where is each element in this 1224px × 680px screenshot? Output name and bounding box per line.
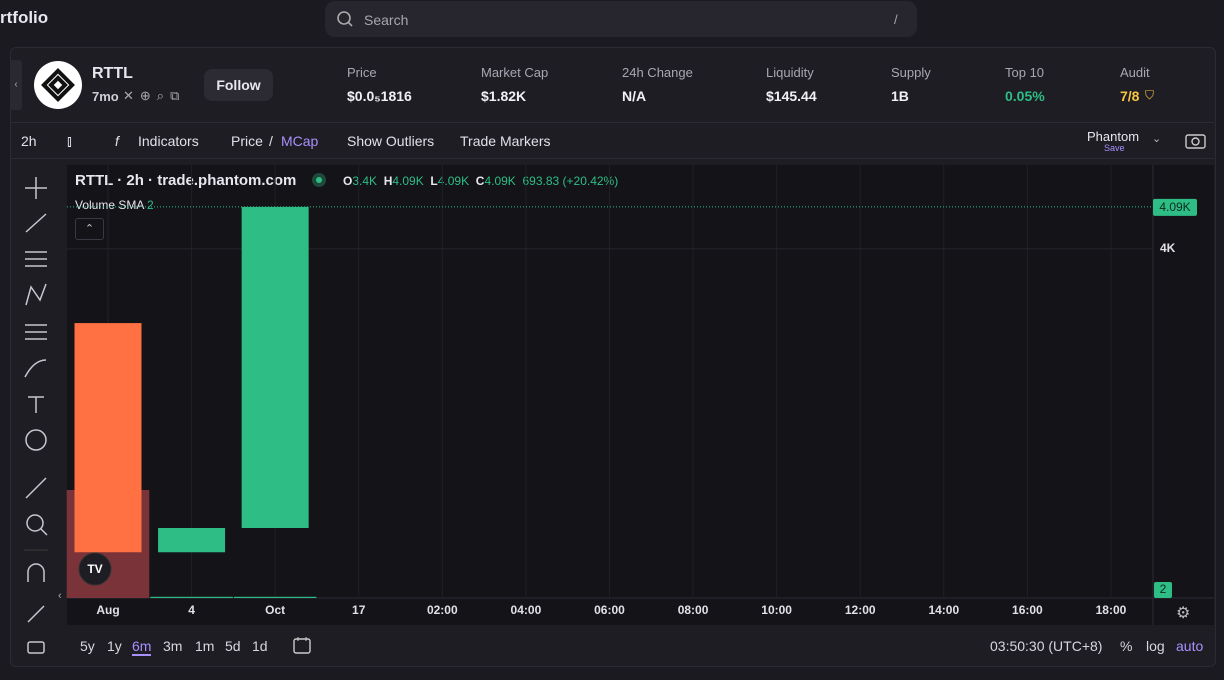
price-toggle[interactable]: Price (231, 133, 263, 149)
scroll-left[interactable]: ‹ (58, 590, 62, 602)
stat-label: Audit (1120, 65, 1150, 80)
search-shortcut: / (894, 12, 898, 27)
stat-value: N/A (622, 88, 647, 104)
volume-legend: Volume SMA 2 (75, 198, 154, 212)
candle-icon[interactable]: ⫾ (67, 133, 72, 150)
x-tick-label: 02:00 (427, 603, 458, 617)
range-button[interactable]: 1y (107, 638, 122, 654)
token-age: 7mo (92, 89, 119, 104)
stat-value: $0.0₅1816 (347, 88, 412, 104)
layout-name[interactable]: Phantom (1087, 129, 1140, 144)
layout-menu[interactable]: ⌄ (1152, 133, 1162, 145)
stat-label: Supply (891, 65, 931, 80)
last-price-box (1153, 198, 1197, 216)
o-label: O (343, 174, 353, 188)
volume-bar (233, 596, 317, 598)
range-button[interactable]: 5y (80, 638, 95, 654)
stat-label: Market Cap (481, 65, 549, 80)
c-label: C (475, 174, 485, 188)
x-tick-label: 16:00 (1012, 603, 1043, 617)
x-tick-label: 06:00 (594, 603, 625, 617)
interval[interactable]: 2h (21, 133, 37, 149)
l-label: L (430, 174, 438, 188)
stat-value: 7/8 (1120, 88, 1140, 104)
x-tick-label: Oct (265, 603, 285, 617)
range-button[interactable]: 6m (132, 638, 152, 656)
stat-value: 0.05% (1005, 88, 1045, 104)
volume-label: Volume SMA (75, 198, 144, 212)
h-value: 4.09K (392, 174, 424, 188)
token-symbol: RTTL (92, 65, 133, 82)
live-dot (312, 173, 326, 187)
audit-shield: ⛉ (1145, 88, 1155, 102)
x-tick-label: 4 (188, 603, 195, 617)
trade-markers[interactable]: Trade Markers (460, 133, 551, 149)
x-tick-label: 14:00 (928, 603, 959, 617)
save-label[interactable]: Save (1104, 143, 1125, 153)
auto-toggle[interactable]: auto (1176, 638, 1204, 654)
page-title: rtfolio (0, 8, 49, 27)
stat-value: $145.44 (766, 88, 817, 104)
chart-settings[interactable]: ⚙ (1176, 605, 1191, 622)
stat-label: Liquidity (766, 65, 814, 80)
volume-tick-label: 2 (1160, 582, 1167, 596)
fx-icon[interactable]: f (115, 133, 119, 149)
x-tick-label: 08:00 (678, 603, 709, 617)
show-outliers[interactable]: Show Outliers (347, 133, 435, 149)
range-button[interactable]: 1m (195, 638, 215, 654)
candle-body (74, 323, 142, 553)
clock: 03:50:30 (UTC+8) (990, 638, 1103, 654)
volume-value: 2 (147, 198, 154, 212)
search-icon (337, 11, 353, 27)
chart-legend-title: RTTL · 2h · trade.phantom.com (75, 172, 297, 189)
last-price-label: 4.09K (1159, 200, 1190, 214)
divider (10, 158, 1214, 159)
volume-bar (150, 596, 233, 598)
tv-logo (78, 552, 112, 586)
x-tick-label: Aug (96, 603, 119, 617)
toggle-separator: / (269, 133, 273, 149)
y-tick-label: 4K (1160, 241, 1176, 255)
candle-body (241, 206, 309, 528)
date-range-icon[interactable] (291, 635, 313, 657)
stat-label: Price (347, 65, 377, 80)
mcap-toggle[interactable]: MCap (281, 133, 319, 149)
x-tick-label: 18:00 (1096, 603, 1127, 617)
x-tick-label: 12:00 (845, 603, 876, 617)
stat-label: 24h Change (622, 65, 693, 80)
search-placeholder: Search (364, 12, 409, 28)
ohlc-legend: O3.4K H4.09K L4.09K C4.09K 693.83 (+20.4… (343, 174, 618, 188)
search-box[interactable]: Search / (325, 1, 917, 37)
h-label: H (383, 174, 393, 188)
camera-icon[interactable] (1184, 131, 1208, 151)
tv-logo-text: TV (87, 562, 102, 576)
volume-tick-box (1154, 582, 1172, 598)
log-toggle[interactable]: log (1146, 638, 1165, 654)
follow-button[interactable]: Follow (204, 69, 273, 101)
range-button[interactable]: 3m (163, 638, 183, 654)
x-tick-label: 17 (352, 603, 366, 617)
range-button[interactable]: 5d (225, 638, 241, 654)
stat-label: Top 10 (1005, 65, 1045, 80)
l-value: 4.09K (437, 174, 470, 188)
stat-value: 1B (891, 88, 909, 104)
percent-toggle[interactable]: % (1120, 638, 1133, 654)
collapse-button[interactable]: ‹ (10, 60, 22, 110)
social-icons[interactable]: ✕⊕⌕⧉ (123, 88, 186, 103)
range-button[interactable]: 1d (252, 638, 268, 654)
candle-body (158, 527, 226, 553)
x-tick-label: 04:00 (511, 603, 542, 617)
change-value: 693.83 (+20.42%) (522, 174, 619, 188)
indicators[interactable]: Indicators (138, 133, 199, 149)
divider (10, 122, 1214, 123)
legend-collapse[interactable]: ⌃ (75, 218, 104, 240)
stat-value: $1.82K (481, 88, 527, 104)
drawing-toolbar[interactable] (16, 170, 56, 660)
x-tick-label: 10:00 (761, 603, 792, 617)
c-value: 4.09K (484, 174, 516, 188)
token-logo (34, 61, 82, 109)
